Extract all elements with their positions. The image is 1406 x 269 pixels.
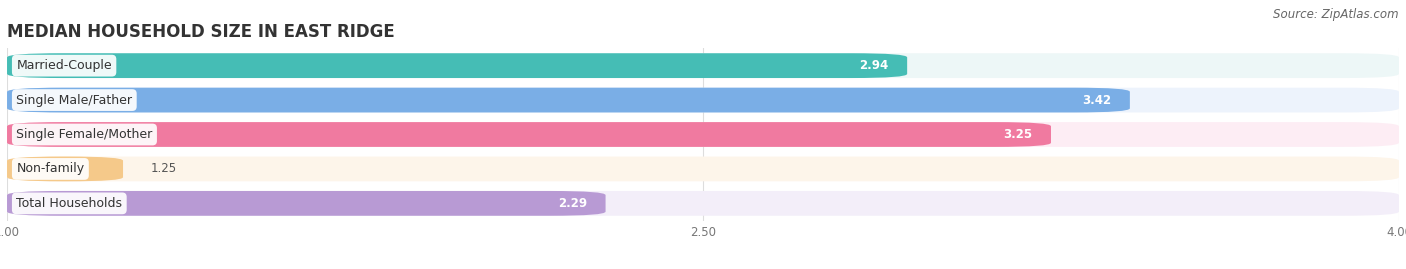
FancyBboxPatch shape: [7, 53, 907, 78]
Text: 3.25: 3.25: [1004, 128, 1032, 141]
FancyBboxPatch shape: [7, 88, 1130, 112]
Text: 2.94: 2.94: [859, 59, 889, 72]
FancyBboxPatch shape: [7, 191, 1399, 216]
Text: Total Households: Total Households: [17, 197, 122, 210]
Text: Source: ZipAtlas.com: Source: ZipAtlas.com: [1274, 8, 1399, 21]
FancyBboxPatch shape: [7, 157, 1399, 181]
Text: 1.25: 1.25: [150, 162, 177, 175]
FancyBboxPatch shape: [7, 53, 1399, 78]
Text: Single Male/Father: Single Male/Father: [17, 94, 132, 107]
FancyBboxPatch shape: [7, 157, 124, 181]
Text: MEDIAN HOUSEHOLD SIZE IN EAST RIDGE: MEDIAN HOUSEHOLD SIZE IN EAST RIDGE: [7, 23, 395, 41]
FancyBboxPatch shape: [7, 122, 1050, 147]
FancyBboxPatch shape: [7, 88, 1399, 112]
Text: 3.42: 3.42: [1083, 94, 1111, 107]
Text: Single Female/Mother: Single Female/Mother: [17, 128, 153, 141]
Text: Non-family: Non-family: [17, 162, 84, 175]
Text: 2.29: 2.29: [558, 197, 586, 210]
Text: Married-Couple: Married-Couple: [17, 59, 112, 72]
FancyBboxPatch shape: [7, 122, 1399, 147]
FancyBboxPatch shape: [7, 191, 606, 216]
